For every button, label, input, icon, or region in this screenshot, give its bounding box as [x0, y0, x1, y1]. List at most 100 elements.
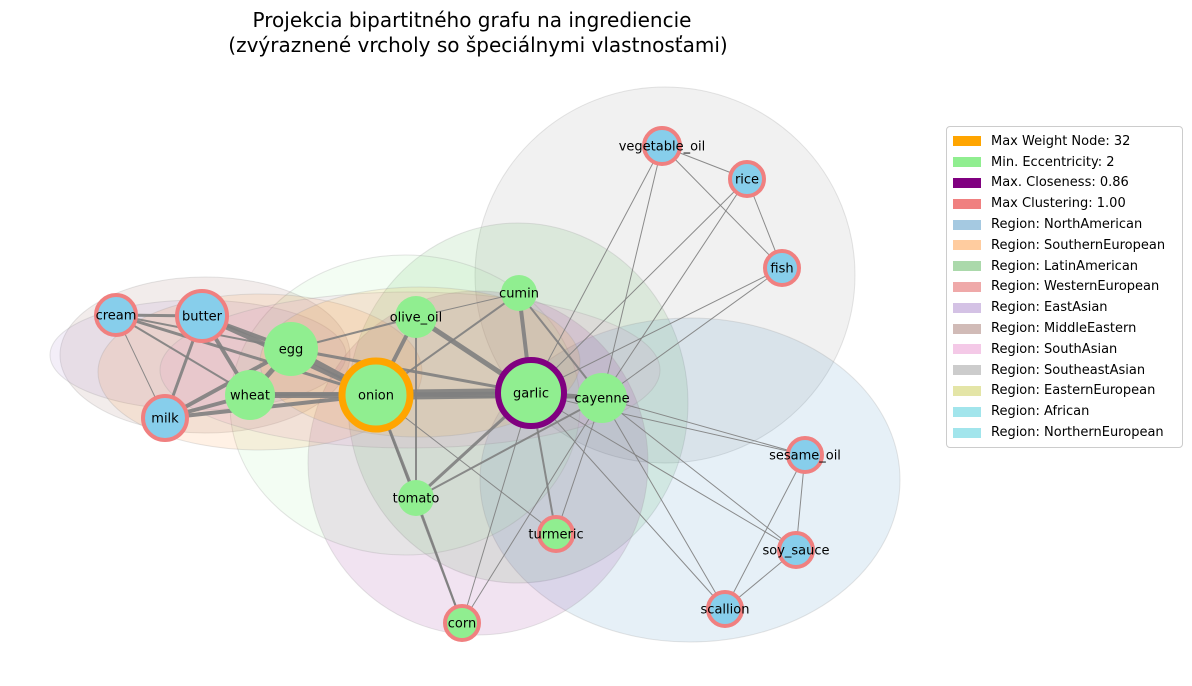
- edge-garlic-scallion: [530, 392, 726, 610]
- legend-swatch: [953, 240, 981, 251]
- chart-title-line1: Projekcia bipartitného grafu na ingredie…: [253, 8, 692, 32]
- node-corn-label: corn: [448, 617, 476, 632]
- edge-wheat-cream: [115, 314, 251, 396]
- legend-item: Region: SouthAsian: [953, 339, 1176, 360]
- node-egg-circle: [264, 322, 318, 376]
- node-fish: fish: [763, 249, 801, 287]
- node-tomato-label: tomato: [393, 492, 440, 507]
- legend-item: Min. Eccentricity: 2: [953, 152, 1176, 173]
- legend-label: Region: NorthAmerican: [991, 217, 1143, 233]
- legend-label: Region: EastAsian: [991, 300, 1108, 316]
- edge-garlic-rice: [530, 178, 748, 394]
- legend-label: Max. Closeness: 0.86: [991, 175, 1129, 191]
- legend-item: Region: EastAsian: [953, 297, 1176, 318]
- node-cayenne-label: cayenne: [574, 392, 629, 407]
- node-wheat-label: wheat: [230, 389, 270, 404]
- node-vegetable_oil: vegetable_oil: [619, 126, 705, 166]
- node-corn-circle: [443, 604, 481, 642]
- node-rice-label: rice: [735, 173, 759, 188]
- edge-sesame_oil-scallion: [724, 454, 806, 610]
- edge-cayenne-rice: [601, 178, 748, 399]
- node-cumin-label: cumin: [499, 287, 539, 302]
- node-vegetable_oil-circle: [642, 126, 682, 166]
- legend-item: Region: SoutheastAsian: [953, 360, 1176, 381]
- node-soy_sauce-circle: [777, 531, 815, 569]
- node-egg: egg: [264, 322, 318, 376]
- legend-label: Region: SouthernEuropean: [991, 237, 1166, 253]
- node-garlic-circle: [495, 357, 567, 429]
- edge-cayenne-vegetable_oil: [601, 145, 663, 399]
- node-olive_oil: olive_oil: [390, 296, 443, 338]
- edge-garlic-soy_sauce: [530, 392, 797, 551]
- node-rice: rice: [728, 160, 766, 198]
- node-cumin-circle: [501, 275, 537, 311]
- node-wheat: wheat: [225, 370, 275, 420]
- legend-swatch: [953, 323, 981, 334]
- edge-cayenne-scallion: [601, 397, 726, 610]
- edge-onion-cream: [114, 313, 378, 397]
- legend-swatch: [953, 427, 981, 438]
- node-onion-label: onion: [358, 389, 394, 404]
- chart-title-line2: (zvýraznené vrcholy so špeciálnymi vlast…: [228, 33, 727, 57]
- legend-item: Region: NorthAmerican: [953, 214, 1176, 235]
- node-cumin: cumin: [499, 275, 539, 311]
- legend-label: Min. Eccentricity: 2: [991, 154, 1115, 170]
- legend-swatch: [953, 281, 981, 292]
- legend-label: Region: WesternEuropean: [991, 279, 1160, 295]
- node-onion-circle: [338, 357, 414, 433]
- node-fish-circle: [763, 249, 801, 287]
- legend-swatch: [953, 198, 981, 209]
- node-sesame_oil-label: sesame_oil: [769, 449, 841, 464]
- legend-label: Region: EasternEuropean: [991, 383, 1156, 399]
- legend-label: Max Clustering: 1.00: [991, 196, 1126, 212]
- legend-swatch: [953, 365, 981, 376]
- node-garlic: garlic: [495, 357, 567, 429]
- edge-tomato-corn: [415, 497, 463, 624]
- legend-swatch: [953, 177, 981, 188]
- legend-label: Region: NorthernEuropean: [991, 425, 1164, 441]
- node-cayenne: cayenne: [574, 373, 630, 423]
- legend-label: Region: African: [991, 404, 1090, 420]
- legend-item: Region: MiddleEastern: [953, 318, 1176, 339]
- legend-swatch: [953, 406, 981, 417]
- edge-garlic-corn: [461, 392, 532, 624]
- legend-item: Region: NorthernEuropean: [953, 422, 1176, 443]
- node-scallion-label: scallion: [701, 603, 750, 618]
- node-tomato: tomato: [393, 480, 440, 516]
- node-turmeric-label: turmeric: [528, 528, 583, 543]
- node-scallion-circle: [706, 590, 744, 628]
- edge-cayenne-soy_sauce: [601, 397, 797, 551]
- legend-label: Region: LatinAmerican: [991, 258, 1139, 274]
- node-sesame_oil: sesame_oil: [769, 436, 841, 474]
- node-wheat-circle: [225, 370, 275, 420]
- node-onion: onion: [338, 357, 414, 433]
- node-butter: butter: [175, 289, 229, 343]
- node-olive_oil-label: olive_oil: [390, 311, 443, 326]
- node-butter-circle: [175, 289, 229, 343]
- node-olive_oil-circle: [395, 296, 437, 338]
- node-soy_sauce: soy_sauce: [762, 531, 830, 569]
- node-fish-label: fish: [770, 262, 793, 277]
- edge-garlic-fish: [530, 267, 783, 394]
- legend-swatch: [953, 344, 981, 355]
- edge-onion-turmeric: [375, 394, 557, 535]
- edge-cayenne-tomato: [415, 397, 603, 499]
- legend-label: Region: SoutheastAsian: [991, 362, 1146, 378]
- legend-item: Max Clustering: 1.00: [953, 193, 1176, 214]
- legend-item: Region: EasternEuropean: [953, 381, 1176, 402]
- node-layer: onion garlic cayenne egg wheat olive_oil cumin…: [94, 126, 841, 642]
- edge-cayenne-fish: [601, 267, 783, 399]
- legend-item: Region: WesternEuropean: [953, 277, 1176, 298]
- region-ellipses: [49, 86, 901, 643]
- legend-swatch: [953, 157, 981, 168]
- edge-garlic-vegetable_oil: [530, 145, 663, 394]
- legend-swatch: [953, 136, 981, 147]
- node-turmeric: turmeric: [528, 515, 584, 553]
- node-cayenne-circle: [577, 373, 627, 423]
- legend-swatch: [953, 302, 981, 313]
- node-milk-label: milk: [151, 412, 179, 427]
- node-rice-circle: [728, 160, 766, 198]
- legend-item: Region: African: [953, 401, 1176, 422]
